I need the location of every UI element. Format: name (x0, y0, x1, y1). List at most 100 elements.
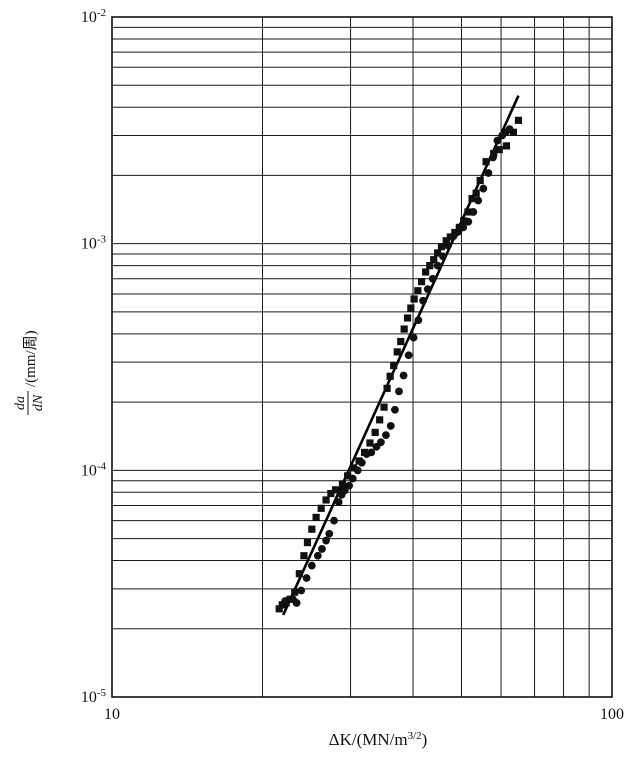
circle-point (367, 448, 376, 457)
circle-point (318, 545, 326, 553)
square-point (490, 149, 498, 158)
square-point (390, 361, 398, 370)
circle-point (281, 597, 290, 605)
square-point (344, 472, 352, 480)
circle-point (433, 261, 442, 270)
square-point (472, 189, 480, 197)
circle-point (439, 252, 447, 261)
circle-point (464, 217, 473, 226)
circle-point (386, 422, 395, 430)
x-axis-label: ΔK/(MN/m3/2) (329, 730, 428, 749)
circle-point (428, 274, 437, 283)
square-point (331, 486, 340, 494)
circle-point (444, 241, 452, 250)
square-point (502, 142, 511, 150)
square-point (338, 480, 347, 488)
square-point (327, 489, 335, 498)
square-point (414, 287, 422, 295)
x-tick-label-100: 100 (600, 706, 624, 723)
square-point (383, 384, 391, 392)
square-point (275, 605, 283, 613)
square-point (322, 496, 330, 504)
square-point (476, 176, 484, 185)
y-axis-label: da dN /(mm/周) (13, 330, 46, 415)
circle-point (345, 481, 354, 490)
circle-point (313, 551, 322, 560)
square-point (386, 372, 394, 380)
circle-point (357, 458, 366, 467)
square-point (455, 223, 463, 231)
x-tick-label-10: 10 (104, 706, 120, 723)
data-points-group (275, 116, 523, 613)
circle-point (489, 153, 497, 162)
square-point (468, 195, 476, 203)
square-point (482, 158, 490, 166)
square-point (393, 348, 401, 356)
circle-point (409, 333, 418, 342)
square-point (426, 262, 434, 270)
circle-point (302, 574, 311, 582)
circle-point (469, 208, 478, 216)
circle-point (325, 529, 334, 538)
square-point (371, 428, 379, 437)
circle-point (353, 466, 362, 475)
square-point (422, 268, 430, 276)
square-point (407, 304, 415, 312)
square-point (380, 403, 388, 411)
square-point (312, 513, 320, 521)
svg-text:da: da (13, 396, 28, 410)
circle-point (474, 196, 483, 205)
y-tick-label-1e-2: 10-2 (81, 7, 106, 26)
square-point (417, 278, 426, 286)
svg-text:/(mm/周): /(mm/周) (22, 330, 39, 387)
circle-point (423, 285, 432, 294)
circle-point (399, 371, 408, 380)
circle-point (419, 296, 428, 305)
horizontal-gridlines (112, 26, 612, 630)
square-point (464, 208, 472, 216)
svg-text:dN: dN (31, 394, 46, 411)
y-tick-label-1e-5: 10-5 (81, 687, 107, 706)
square-point (403, 314, 412, 322)
square-point (278, 601, 286, 609)
square-point (376, 416, 384, 424)
circle-point (414, 316, 423, 325)
circle-point (404, 351, 413, 360)
y-tick-label-1e-4: 10-4 (81, 460, 107, 479)
square-point (514, 116, 523, 124)
square-point (366, 439, 374, 447)
square-point (400, 325, 408, 333)
plot-frame (111, 16, 613, 698)
y-tick-label-1e-3: 10-3 (81, 234, 107, 253)
vertical-gridlines (262, 17, 590, 697)
circle-point (381, 431, 390, 440)
square-point (397, 337, 405, 346)
square-point (434, 249, 442, 257)
square-point (349, 464, 358, 472)
circle-point (377, 438, 385, 447)
square-point (291, 588, 299, 596)
circle-point (493, 136, 502, 145)
circle-point (348, 474, 357, 483)
circle-point (391, 405, 399, 414)
circle-point (479, 184, 488, 193)
circle-point (330, 516, 338, 525)
square-point (410, 295, 418, 303)
circle-point (292, 599, 301, 607)
square-point (509, 128, 517, 136)
square-point (437, 243, 446, 251)
circle-point (505, 125, 514, 134)
square-point (295, 570, 303, 578)
circle-point (307, 561, 316, 570)
circle-point (322, 536, 330, 545)
circle-point (334, 498, 343, 506)
circle-point (297, 586, 306, 595)
circle-point (484, 169, 493, 177)
square-point (317, 504, 325, 512)
square-point (303, 538, 312, 547)
square-point (300, 552, 308, 560)
square-point (308, 525, 316, 533)
square-point (430, 256, 438, 264)
square-point (460, 217, 468, 225)
